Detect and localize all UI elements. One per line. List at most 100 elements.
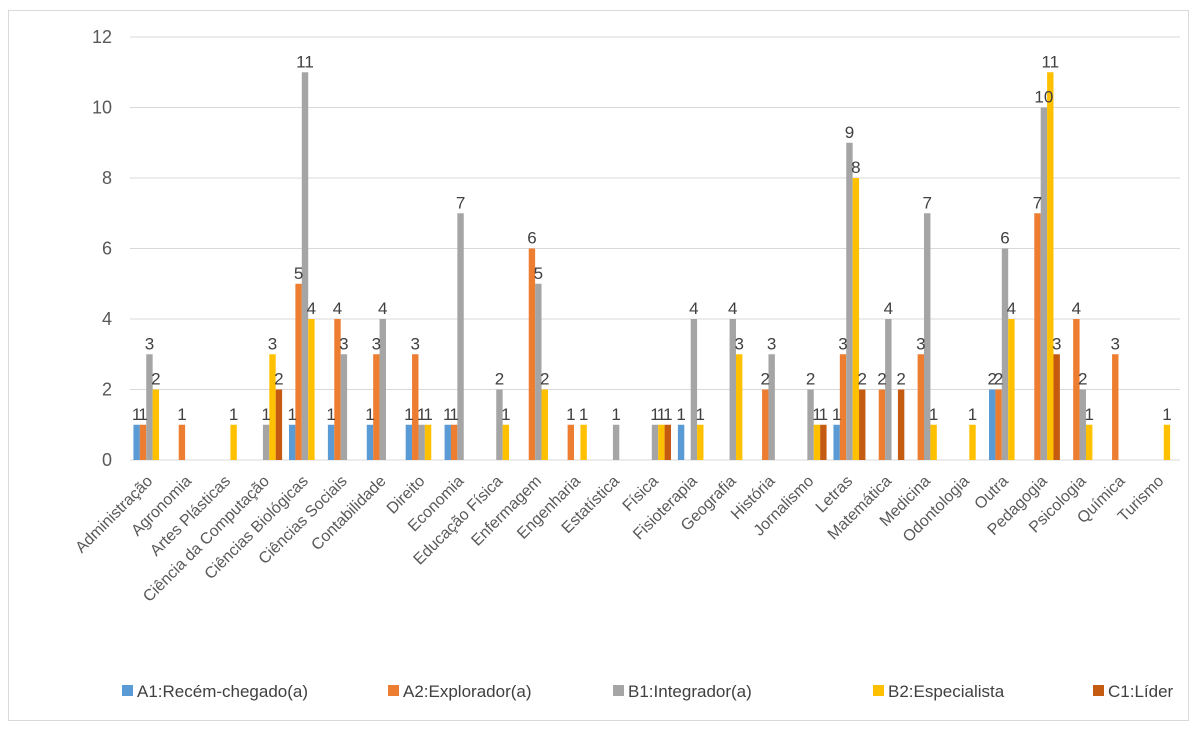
y-tick-label: 6 — [102, 239, 112, 259]
bar — [412, 354, 419, 460]
data-label: 1 — [132, 405, 141, 424]
data-label: 1 — [138, 405, 147, 424]
bar — [541, 389, 548, 460]
bar — [535, 283, 542, 460]
data-label: 1 — [1084, 405, 1093, 424]
data-label: 2 — [877, 370, 886, 389]
bar — [820, 424, 827, 460]
data-label: 1 — [929, 405, 938, 424]
data-label: 3 — [1052, 334, 1061, 353]
data-label: 1 — [611, 405, 620, 424]
legend-swatch — [1093, 685, 1104, 696]
data-label: 1 — [229, 405, 238, 424]
bar — [457, 213, 464, 460]
bar — [366, 424, 374, 460]
bar — [762, 389, 769, 460]
bar — [813, 424, 821, 460]
data-label: 9 — [845, 123, 854, 142]
data-label: 3 — [145, 334, 154, 353]
data-label: 1 — [832, 405, 841, 424]
bar — [930, 424, 937, 460]
legend-swatch — [613, 685, 624, 696]
bar — [839, 354, 847, 460]
grid-lines — [130, 36, 1180, 461]
y-tick-label: 8 — [102, 168, 112, 188]
data-label: 2 — [495, 370, 504, 389]
bar — [859, 389, 866, 460]
data-label: 1 — [443, 405, 452, 424]
bar — [612, 424, 620, 460]
y-tick-label: 0 — [102, 450, 112, 470]
bar — [885, 319, 892, 460]
bar — [230, 424, 237, 460]
bar — [969, 424, 976, 460]
data-label: 3 — [767, 334, 776, 353]
y-tick-label: 10 — [92, 98, 112, 118]
y-tick-label: 2 — [102, 380, 112, 400]
data-label: 1 — [423, 405, 432, 424]
legend: A1:Recém-chegado(a) A2:Explorador(a) B1:In… — [122, 682, 1174, 701]
bar — [567, 424, 575, 460]
bar — [1112, 354, 1119, 460]
bar — [262, 424, 270, 460]
legend-label: A2:Explorador(a) — [403, 682, 532, 701]
data-label: 11 — [296, 52, 314, 71]
bar — [1047, 72, 1054, 460]
data-label: 1 — [812, 405, 821, 424]
data-label: 2 — [987, 370, 996, 389]
data-label: 1 — [819, 405, 828, 424]
bar — [897, 389, 905, 460]
bar — [450, 424, 458, 460]
bar — [735, 354, 743, 460]
data-label: 2 — [540, 370, 549, 389]
data-label: 1 — [501, 405, 510, 424]
data-label: 4 — [1072, 299, 1081, 318]
data-label: 2 — [1078, 370, 1087, 389]
bar — [1008, 319, 1015, 460]
bar — [807, 389, 814, 460]
data-label: 1 — [404, 405, 413, 424]
data-label: 7 — [1033, 193, 1042, 212]
data-label: 4 — [333, 299, 342, 318]
bar — [651, 424, 659, 460]
bar — [924, 213, 931, 460]
data-label: 4 — [378, 299, 387, 318]
data-label: 1 — [676, 405, 685, 424]
bar — [664, 424, 671, 460]
data-label: 11 — [1041, 52, 1059, 71]
bar — [658, 424, 665, 460]
y-axis-ticks: 0 2 4 6 8 10 12 — [92, 27, 112, 470]
data-label: 2 — [151, 370, 160, 389]
bar — [852, 178, 860, 460]
data-label: 7 — [456, 193, 465, 212]
bar — [1053, 354, 1060, 460]
data-label: 3 — [734, 334, 743, 353]
data-label: 7 — [922, 193, 931, 212]
bar — [768, 354, 775, 460]
bar — [1001, 248, 1009, 460]
bar — [146, 354, 153, 460]
data-label: 1 — [657, 405, 666, 424]
data-label: 1 — [566, 405, 575, 424]
data-label: 1 — [261, 405, 270, 424]
data-label: 1 — [579, 405, 588, 424]
bar — [995, 389, 1002, 460]
legend-swatch — [873, 685, 884, 696]
data-label: 4 — [307, 299, 316, 318]
legend-label: C1:Líder — [1108, 682, 1174, 701]
data-label: 1 — [449, 405, 458, 424]
data-label: 4 — [689, 299, 698, 318]
bar — [327, 424, 335, 460]
data-label: 3 — [1111, 334, 1120, 353]
bar — [729, 319, 736, 460]
bar — [496, 389, 503, 460]
data-label: 1 — [663, 405, 672, 424]
data-label: 6 — [527, 229, 536, 248]
data-label: 3 — [411, 334, 420, 353]
bar — [444, 424, 451, 460]
bar — [152, 389, 160, 460]
bar — [1085, 424, 1093, 460]
bar — [1163, 424, 1171, 460]
